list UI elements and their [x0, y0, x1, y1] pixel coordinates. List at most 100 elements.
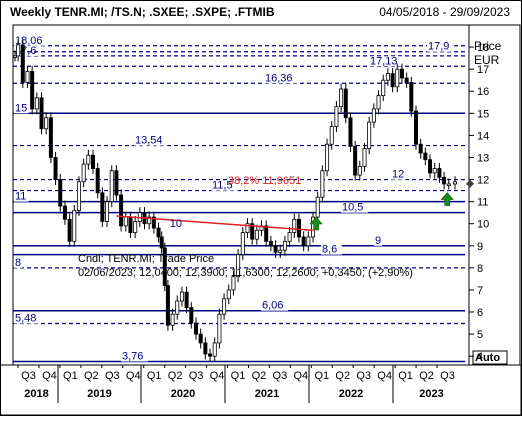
x-axis: Q3 Q4 Q1 Q2 Q3 Q4 Q1 Q2 Q3 Q4 Q1 Q2 Q3 Q4 Q1 Q2 Q3 Q4 Q1 Q2…	[17, 365, 455, 403]
auto-button-box[interactable]	[472, 350, 508, 365]
candle-body	[91, 154, 96, 169]
y-tick-label: 11	[477, 197, 488, 209]
level-label-bg	[264, 73, 298, 84]
candle-body	[203, 342, 208, 355]
x-year-label: 2018	[24, 388, 48, 400]
y-tick-label: 7	[477, 285, 483, 297]
time-axis-border	[0, 364, 522, 416]
level-label-bg	[14, 257, 23, 268]
candle-body	[245, 223, 250, 233]
candle-body	[315, 196, 320, 218]
y-tick-label: 10	[477, 219, 489, 231]
chart-title: Weekly TENR.MI; /TS.N; .SXEE; .SXPE; .FT…	[10, 5, 275, 19]
level-label-bg	[211, 180, 239, 191]
tooltip-line-1: Cndl; TENR.MI; Trade Price	[78, 253, 214, 265]
candle-body	[44, 117, 49, 130]
x-year-label: 2023	[419, 388, 443, 400]
level-label-bg	[321, 244, 342, 255]
candle-body	[39, 97, 44, 130]
y-tick-label: 12	[477, 175, 489, 187]
level-label-bg	[374, 235, 383, 246]
y-tick-label: 15	[477, 108, 489, 120]
x-quarter-label: Q1	[147, 370, 162, 382]
y-axis-label-currency: EUR	[474, 53, 500, 67]
candle-body	[16, 44, 21, 57]
auto-scale-button[interactable]: Auto	[472, 350, 508, 365]
trend-line-label: 10	[170, 218, 182, 230]
x-year-label: 2019	[87, 388, 111, 400]
candle-body	[170, 313, 175, 326]
candle-body	[62, 205, 67, 220]
candle-body	[236, 254, 241, 278]
level-label: 18,06	[15, 35, 43, 47]
x-quarter-label: Q1	[63, 370, 78, 382]
candle-body	[217, 313, 222, 344]
candle-body	[128, 216, 133, 233]
level-label: 17,9	[428, 41, 449, 53]
candle-body	[67, 218, 72, 242]
candle-body	[442, 176, 447, 185]
y-tick-label: 18	[477, 42, 489, 54]
candle-body	[432, 168, 437, 174]
candle-body	[273, 245, 278, 253]
candle-body	[395, 68, 400, 88]
candle-body	[404, 77, 409, 83]
candle-body	[189, 307, 194, 324]
candle-body	[184, 291, 189, 308]
candle-body	[119, 194, 124, 227]
candle-body	[334, 106, 339, 127]
candle-body	[240, 232, 245, 256]
level-label: 12	[392, 169, 404, 181]
x-quarter-label: Q2	[419, 370, 434, 382]
y-tick-label: 4	[477, 351, 483, 363]
x-quarter-label: Q3	[189, 370, 204, 382]
candle-body	[179, 291, 184, 302]
level-label-bg	[121, 351, 149, 362]
tooltip: Cndl; TENR.MI; Trade Price 02/06/2023; 1…	[78, 253, 413, 279]
y-tick-label: 8	[477, 263, 483, 275]
y-tick-label: 5	[477, 329, 483, 341]
level-label-bg	[391, 169, 406, 180]
candle-body	[25, 70, 30, 83]
candle-series	[12, 39, 457, 362]
candle-body	[20, 44, 25, 83]
level-label-bg	[14, 313, 42, 324]
candle-body	[325, 143, 330, 172]
candle-body	[278, 249, 283, 253]
candle-body	[222, 298, 227, 315]
candle-body	[30, 70, 35, 110]
candle-body	[264, 225, 269, 242]
candle-body	[212, 342, 217, 357]
level-label: 9	[375, 235, 381, 247]
candle-body	[357, 165, 362, 176]
candle-body	[48, 117, 53, 158]
candle-body	[34, 97, 39, 110]
candle-body	[282, 240, 287, 251]
candle-body	[399, 68, 404, 79]
candle-body	[105, 201, 110, 222]
x-quarter-label: Q1	[398, 370, 413, 382]
x-quarter-label: Q2	[168, 370, 183, 382]
trend-line	[116, 215, 314, 232]
candle-body	[165, 285, 170, 326]
candle-body	[175, 300, 180, 315]
level-label-bg	[14, 103, 29, 114]
candle-body	[268, 240, 273, 247]
candle-body	[452, 181, 457, 185]
auto-button-label[interactable]: Auto	[475, 352, 500, 364]
candle-body	[159, 236, 164, 249]
x-quarter-label: Q2	[84, 370, 99, 382]
x-quarter-label: Q4	[42, 370, 57, 382]
y-axis-label-price: Price	[474, 39, 502, 53]
level-label: 15	[15, 102, 27, 114]
candle-body	[418, 143, 423, 154]
annotations: 10 38,2% 11,9651	[116, 175, 474, 232]
candle-body	[371, 108, 376, 123]
x-quarter-label: Q4	[126, 370, 141, 382]
candle-body	[81, 163, 86, 183]
candle-body	[12, 55, 17, 58]
x-quarter-label: Q3	[273, 370, 288, 382]
candle-body	[147, 216, 152, 225]
